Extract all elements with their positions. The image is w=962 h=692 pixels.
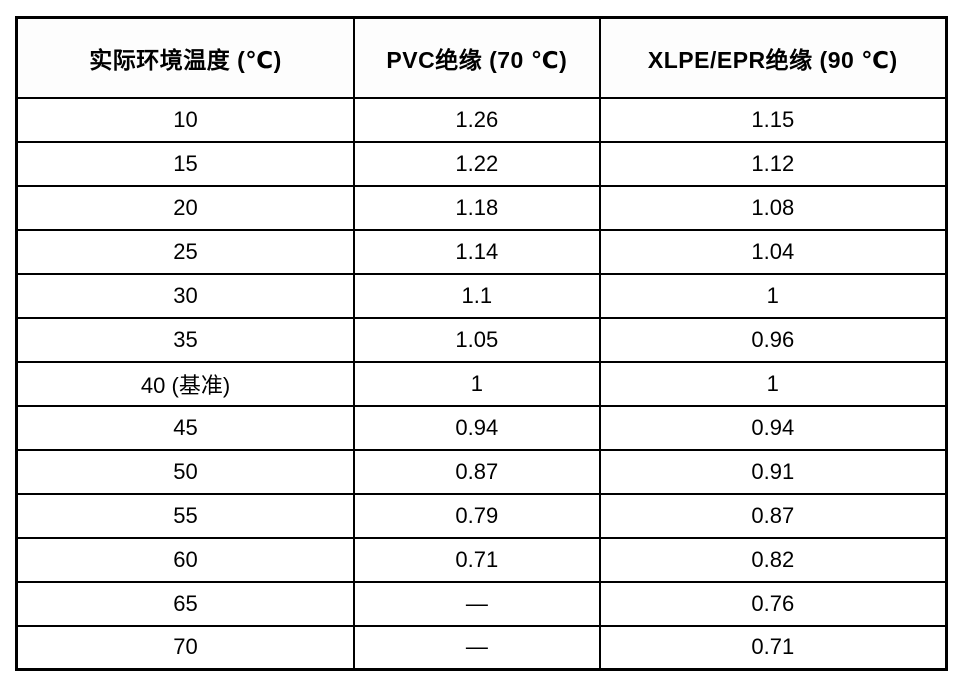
pvc-factor-cell: 1.14: [353, 228, 601, 275]
pvc-factor-cell: 0.71: [353, 536, 601, 583]
temperature-cell: 60: [15, 536, 356, 583]
xlpe-factor-cell: 0.76: [598, 580, 948, 627]
pvc-factor-cell: —: [353, 580, 601, 627]
xlpe-factor-cell: 1.12: [598, 140, 948, 187]
temperature-correction-table: 实际环境温度 (℃) PVC绝缘 (70 ℃) XLPE/EPR绝缘 (90 ℃) …: [15, 16, 948, 671]
xlpe-factor-cell: 1.08: [598, 184, 948, 231]
pvc-factor-cell: 1.1: [353, 272, 601, 319]
table-row: 50 0.87 0.91: [15, 448, 948, 495]
temperature-cell: 35: [15, 316, 356, 363]
table-header: 实际环境温度 (℃) PVC绝缘 (70 ℃) XLPE/EPR绝缘 (90 ℃): [15, 16, 948, 99]
table-row: 10 1.26 1.15: [15, 96, 948, 143]
table-row: 20 1.18 1.08: [15, 184, 948, 231]
xlpe-factor-cell: 1.15: [598, 96, 948, 143]
xlpe-factor-cell: 0.87: [598, 492, 948, 539]
pvc-factor-cell: 1.18: [353, 184, 601, 231]
temperature-cell: 50: [15, 448, 356, 495]
temperature-cell: 15: [15, 140, 356, 187]
pvc-column-header: PVC绝缘 (70 ℃): [353, 16, 601, 99]
temperature-cell: 20: [15, 184, 356, 231]
xlpe-factor-cell: 0.91: [598, 448, 948, 495]
temperature-column-header: 实际环境温度 (℃): [15, 16, 356, 99]
temperature-cell: 40 (基准): [15, 360, 356, 407]
xlpe-factor-cell: 1: [598, 360, 948, 407]
xlpe-factor-cell: 0.94: [598, 404, 948, 451]
temperature-cell: 25: [15, 228, 356, 275]
table-row: 70—0.71: [15, 624, 948, 671]
pvc-factor-cell: 1.05: [353, 316, 601, 363]
pvc-factor-cell: 0.79: [353, 492, 601, 539]
table-row: 40 (基准) 1 1: [15, 360, 948, 407]
pvc-factor-cell: 1: [353, 360, 601, 407]
table-row: 30 1.1 1: [15, 272, 948, 319]
table-row: 55 0.79 0.87: [15, 492, 948, 539]
pvc-factor-cell: 0.94: [353, 404, 601, 451]
table-row: 35 1.05 0.96: [15, 316, 948, 363]
xlpe-factor-cell: 0.82: [598, 536, 948, 583]
header-row: 实际环境温度 (℃) PVC绝缘 (70 ℃) XLPE/EPR绝缘 (90 ℃): [15, 16, 948, 99]
pvc-factor-cell: 0.87: [353, 448, 601, 495]
pvc-factor-cell: —: [353, 624, 601, 671]
xlpe-factor-cell: 0.71: [598, 624, 948, 671]
pvc-factor-cell: 1.26: [353, 96, 601, 143]
temperature-cell: 65: [15, 580, 356, 627]
xlpe-factor-cell: 1.04: [598, 228, 948, 275]
table-row: 15 1.22 1.12: [15, 140, 948, 187]
temperature-cell: 70: [15, 624, 356, 671]
table-row: 45 0.94 0.94: [15, 404, 948, 451]
temperature-cell: 10: [15, 96, 356, 143]
xlpe-column-header: XLPE/EPR绝缘 (90 ℃): [598, 16, 948, 99]
xlpe-factor-cell: 0.96: [598, 316, 948, 363]
table-row: 60 0.71 0.82: [15, 536, 948, 583]
temperature-cell: 45: [15, 404, 356, 451]
table-row: 25 1.14 1.04: [15, 228, 948, 275]
temperature-cell: 55: [15, 492, 356, 539]
temperature-correction-table-container: 实际环境温度 (℃) PVC绝缘 (70 ℃) XLPE/EPR绝缘 (90 ℃) …: [15, 16, 948, 671]
temperature-cell: 30: [15, 272, 356, 319]
table-body: 10 1.26 1.15 15 1.22 1.12 20 1.18 1.08 25 1.14 1.04…: [15, 96, 948, 671]
table-row: 65—0.76: [15, 580, 948, 627]
pvc-factor-cell: 1.22: [353, 140, 601, 187]
xlpe-factor-cell: 1: [598, 272, 948, 319]
